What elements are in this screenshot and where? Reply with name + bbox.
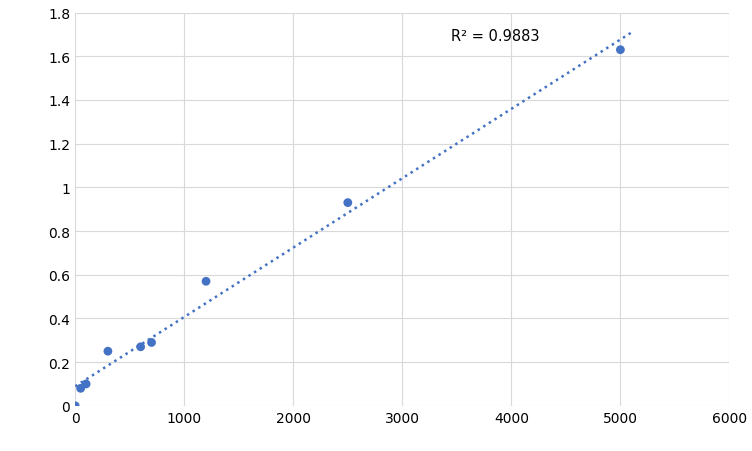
Point: [341, 199, 353, 207]
Point: [80, 381, 92, 388]
Point: [69, 402, 81, 410]
Point: [135, 344, 147, 351]
Point: [200, 278, 212, 285]
Text: R² = 0.9883: R² = 0.9883: [451, 29, 540, 44]
Point: [74, 385, 86, 392]
Point: [614, 47, 626, 54]
Point: [145, 339, 158, 346]
Point: [102, 348, 114, 355]
